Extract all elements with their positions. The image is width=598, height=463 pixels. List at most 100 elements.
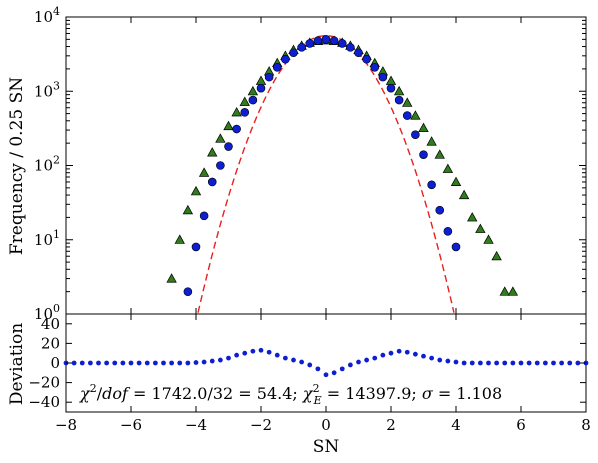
- circle-point: [419, 150, 428, 159]
- deviation-point: [396, 348, 402, 354]
- deviation-point: [152, 360, 158, 366]
- main-plot-marks: [166, 34, 519, 313]
- deviation-point: [266, 349, 272, 355]
- chi-square-annotation: χ2/dof = 1742.0/32 = 54.4; χ2 E = 14397.9…: [79, 382, 502, 407]
- deviation-point: [364, 357, 370, 363]
- deviation-point: [461, 360, 467, 366]
- deviation-point: [299, 359, 305, 365]
- triangle-point: [207, 147, 218, 157]
- deviation-point: [282, 355, 288, 361]
- deviation-y-tick-label: 0: [50, 354, 60, 372]
- circle-point: [264, 72, 274, 82]
- deviation-point: [437, 357, 443, 363]
- triangle-point: [215, 133, 226, 143]
- deviation-y-tick-label: 20: [41, 334, 60, 352]
- triangle-point: [450, 176, 462, 187]
- triangle-point: [434, 149, 445, 159]
- triangle-point: [442, 163, 454, 173]
- deviation-point: [71, 360, 77, 366]
- deviation-point: [258, 347, 264, 353]
- triangle-point: [491, 250, 502, 261]
- triangle-point: [385, 75, 397, 85]
- circle-point: [370, 63, 380, 72]
- triangle-point: [426, 136, 437, 146]
- triangle-point: [467, 212, 478, 222]
- deviation-point: [169, 360, 175, 366]
- deviation-point: [429, 355, 435, 361]
- deviation-ylabel: Deviation: [7, 323, 27, 405]
- deviation-point: [144, 360, 150, 366]
- circle-point: [443, 226, 453, 236]
- deviation-point: [388, 350, 394, 356]
- circle-point: [191, 242, 201, 252]
- circle-point: [199, 211, 209, 221]
- deviation-point: [559, 360, 565, 366]
- main-plot-frame: [65, 16, 587, 315]
- deviation-point: [551, 360, 556, 366]
- circle-point: [329, 36, 339, 45]
- circle-point: [305, 39, 315, 48]
- deviation-point: [226, 355, 231, 361]
- circle-point: [240, 108, 250, 117]
- deviation-point: [315, 366, 321, 372]
- x-tick-label: 4: [451, 416, 461, 434]
- triangle-point: [223, 120, 234, 131]
- circle-point: [248, 95, 258, 105]
- main-y-tick-label: 102: [34, 154, 60, 175]
- deviation-y-tick-label: −40: [28, 393, 60, 411]
- circle-point: [394, 95, 404, 105]
- deviation-point: [445, 358, 451, 364]
- main-y-tick-label: 100: [34, 302, 60, 323]
- deviation-point: [534, 360, 540, 366]
- triangle-point: [393, 85, 405, 96]
- deviation-point: [323, 372, 329, 378]
- x-tick-label: −8: [55, 416, 77, 434]
- main-y-tick-label: 104: [34, 5, 60, 26]
- circle-point: [346, 43, 355, 52]
- main-y-tick-label: 103: [34, 79, 60, 100]
- circle-point: [402, 111, 412, 120]
- deviation-point: [201, 359, 207, 365]
- deviation-point: [453, 359, 459, 365]
- triangle-point: [174, 234, 185, 244]
- deviation-y-tick-label: −20: [28, 374, 60, 392]
- deviation-point: [128, 360, 134, 366]
- deviation-point: [96, 360, 101, 366]
- deviation-point: [136, 360, 142, 366]
- deviation-point: [87, 360, 93, 366]
- deviation-plot-marks: [63, 347, 589, 378]
- deviation-point: [510, 360, 516, 366]
- circle-point: [435, 205, 445, 215]
- circle-point: [232, 124, 241, 134]
- deviation-point: [356, 359, 361, 365]
- triangle-point: [166, 273, 177, 283]
- triangle-point: [247, 85, 259, 96]
- triangle-point: [198, 167, 210, 177]
- triangle-point: [239, 96, 250, 106]
- circle-point: [224, 142, 233, 151]
- circle-point: [183, 287, 193, 296]
- deviation-point: [120, 360, 126, 366]
- triangle-point: [402, 97, 413, 107]
- triangle-point: [231, 107, 242, 117]
- circle-point: [411, 130, 420, 139]
- main-plot-axes: 100 101 102 103 104: [34, 5, 587, 323]
- main-y-tick-label: 101: [34, 228, 60, 249]
- deviation-point: [486, 360, 491, 366]
- deviation-point: [161, 360, 166, 366]
- circle-point: [386, 83, 396, 93]
- circle-point: [321, 35, 331, 44]
- triangle-point: [418, 122, 429, 133]
- triangle-point: [182, 204, 194, 215]
- deviation-point: [112, 360, 118, 366]
- deviation-point: [193, 360, 199, 365]
- xlabel: SN: [313, 437, 340, 457]
- deviation-point: [274, 352, 280, 358]
- deviation-point: [250, 348, 256, 354]
- deviation-point: [217, 357, 223, 363]
- deviation-point: [567, 360, 573, 366]
- deviation-point: [185, 360, 191, 366]
- circle-point: [451, 242, 461, 252]
- circle-point: [256, 83, 266, 93]
- x-tick-label: 8: [581, 416, 591, 434]
